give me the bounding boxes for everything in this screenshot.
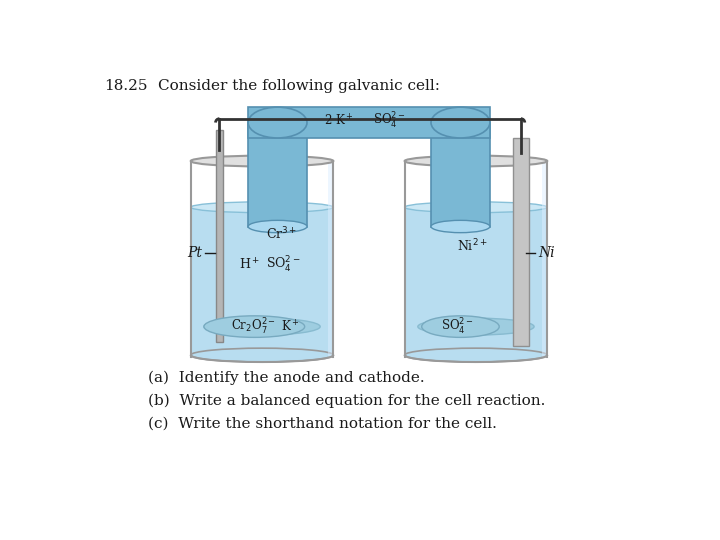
Text: Cr$^{3+}$: Cr$^{3+}$ bbox=[266, 226, 297, 242]
Ellipse shape bbox=[405, 202, 547, 213]
Bar bbox=[405, 207, 547, 357]
Text: 2 K$^+$: 2 K$^+$ bbox=[324, 113, 354, 129]
Ellipse shape bbox=[405, 348, 547, 362]
Text: Ni$^{2+}$: Ni$^{2+}$ bbox=[456, 238, 487, 254]
Text: K$^+$: K$^+$ bbox=[282, 319, 300, 334]
Bar bbox=[431, 123, 490, 226]
Bar bbox=[215, 130, 223, 342]
Text: SO$_4^{2-}$: SO$_4^{2-}$ bbox=[266, 255, 300, 275]
Text: (c)  Write the shorthand notation for the cell.: (c) Write the shorthand notation for the… bbox=[148, 417, 497, 431]
Bar bbox=[542, 161, 547, 357]
Bar bbox=[248, 123, 307, 226]
Ellipse shape bbox=[191, 202, 333, 213]
Text: (a)  Identify the anode and cathode.: (a) Identify the anode and cathode. bbox=[148, 370, 425, 385]
Text: Consider the following galvanic cell:: Consider the following galvanic cell: bbox=[158, 79, 440, 93]
Ellipse shape bbox=[191, 348, 333, 362]
Ellipse shape bbox=[422, 316, 499, 338]
Text: SO$_4^{2-}$: SO$_4^{2-}$ bbox=[441, 316, 474, 336]
Ellipse shape bbox=[431, 220, 490, 233]
Text: Cr$_2$O$_7^{2-}$: Cr$_2$O$_7^{2-}$ bbox=[231, 316, 276, 336]
Ellipse shape bbox=[248, 107, 307, 138]
Bar bbox=[191, 207, 333, 357]
Text: (b)  Write a balanced equation for the cell reaction.: (b) Write a balanced equation for the ce… bbox=[148, 394, 546, 408]
Text: H$^+$: H$^+$ bbox=[239, 258, 260, 273]
Text: Ni: Ni bbox=[538, 246, 554, 260]
Ellipse shape bbox=[191, 156, 333, 166]
Ellipse shape bbox=[431, 107, 490, 138]
Ellipse shape bbox=[248, 220, 307, 233]
Ellipse shape bbox=[405, 156, 547, 166]
Bar bbox=[248, 107, 490, 138]
Ellipse shape bbox=[204, 316, 305, 338]
Ellipse shape bbox=[204, 318, 320, 335]
Bar bbox=[513, 138, 528, 346]
Text: Pt: Pt bbox=[187, 246, 202, 260]
Text: SO$_4^{2-}$: SO$_4^{2-}$ bbox=[373, 111, 405, 131]
Bar bbox=[328, 161, 333, 357]
Ellipse shape bbox=[418, 318, 534, 335]
Text: 18.25: 18.25 bbox=[104, 79, 148, 93]
